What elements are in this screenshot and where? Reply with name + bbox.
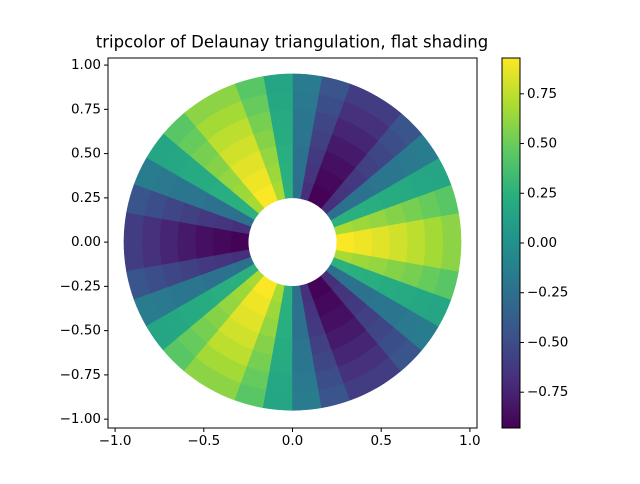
- cell: [141, 215, 162, 243]
- x-tick-label: 1.0: [459, 433, 480, 449]
- cell: [292, 109, 316, 130]
- cell: [265, 91, 293, 112]
- x-tick-label: −0.5: [187, 433, 220, 449]
- y-tick-label: 0.25: [71, 190, 101, 206]
- y-tick-label: −0.75: [60, 367, 101, 383]
- chart-title: tripcolor of Delaunay triangulation, fla…: [96, 33, 488, 52]
- y-tick-label: 0.75: [71, 101, 101, 117]
- cell: [388, 221, 409, 243]
- colorbar: [501, 57, 521, 429]
- y-tick-label: −0.25: [60, 278, 101, 294]
- y-tick-label: −1.00: [60, 411, 101, 427]
- y-tick-label: 0.50: [71, 146, 101, 162]
- cell: [292, 389, 323, 411]
- cell: [141, 241, 162, 269]
- x-tick-label: 0.5: [370, 433, 391, 449]
- cell: [292, 372, 320, 393]
- cell: [388, 241, 409, 263]
- cell: [292, 126, 313, 147]
- cell: [159, 218, 180, 243]
- cell: [262, 73, 293, 95]
- cell: [423, 241, 444, 269]
- cell: [275, 320, 293, 340]
- cell: [292, 73, 323, 95]
- cell: [440, 241, 462, 272]
- colorbar-tick-label: 0.50: [527, 136, 557, 152]
- cell: [272, 337, 293, 358]
- cell: [269, 109, 293, 130]
- cell: [292, 337, 313, 358]
- cell: [405, 241, 426, 266]
- y-tick-label: 0.00: [71, 234, 101, 250]
- cell: [176, 241, 197, 263]
- cell: [123, 241, 145, 272]
- y-tick-label: 1.00: [71, 57, 101, 73]
- cell: [265, 372, 293, 393]
- cell: [123, 212, 145, 243]
- x-tick-label: 0.0: [282, 433, 303, 449]
- plot-area: [123, 73, 462, 411]
- cell: [423, 215, 444, 243]
- cell: [272, 126, 293, 147]
- cell: [262, 389, 293, 411]
- cell: [269, 355, 293, 376]
- colorbar-tick-label: 0.75: [527, 86, 557, 102]
- cell: [440, 212, 462, 243]
- colorbar-tick-label: −0.75: [527, 384, 568, 400]
- cell: [292, 91, 320, 112]
- colorbar-tick-label: −0.25: [527, 285, 568, 301]
- cell: [176, 221, 197, 243]
- y-tick-label: −0.50: [60, 323, 101, 339]
- cell: [405, 218, 426, 243]
- cell: [159, 241, 180, 266]
- cell: [370, 241, 391, 260]
- colorbar-tick-label: 0.25: [527, 185, 557, 201]
- x-tick-label: −1.0: [99, 433, 132, 449]
- colorbar-tick-label: 0.00: [527, 235, 557, 251]
- cell: [194, 224, 215, 243]
- colorbar-tick-label: −0.50: [527, 334, 568, 350]
- cell: [292, 355, 316, 376]
- cell: [292, 144, 310, 165]
